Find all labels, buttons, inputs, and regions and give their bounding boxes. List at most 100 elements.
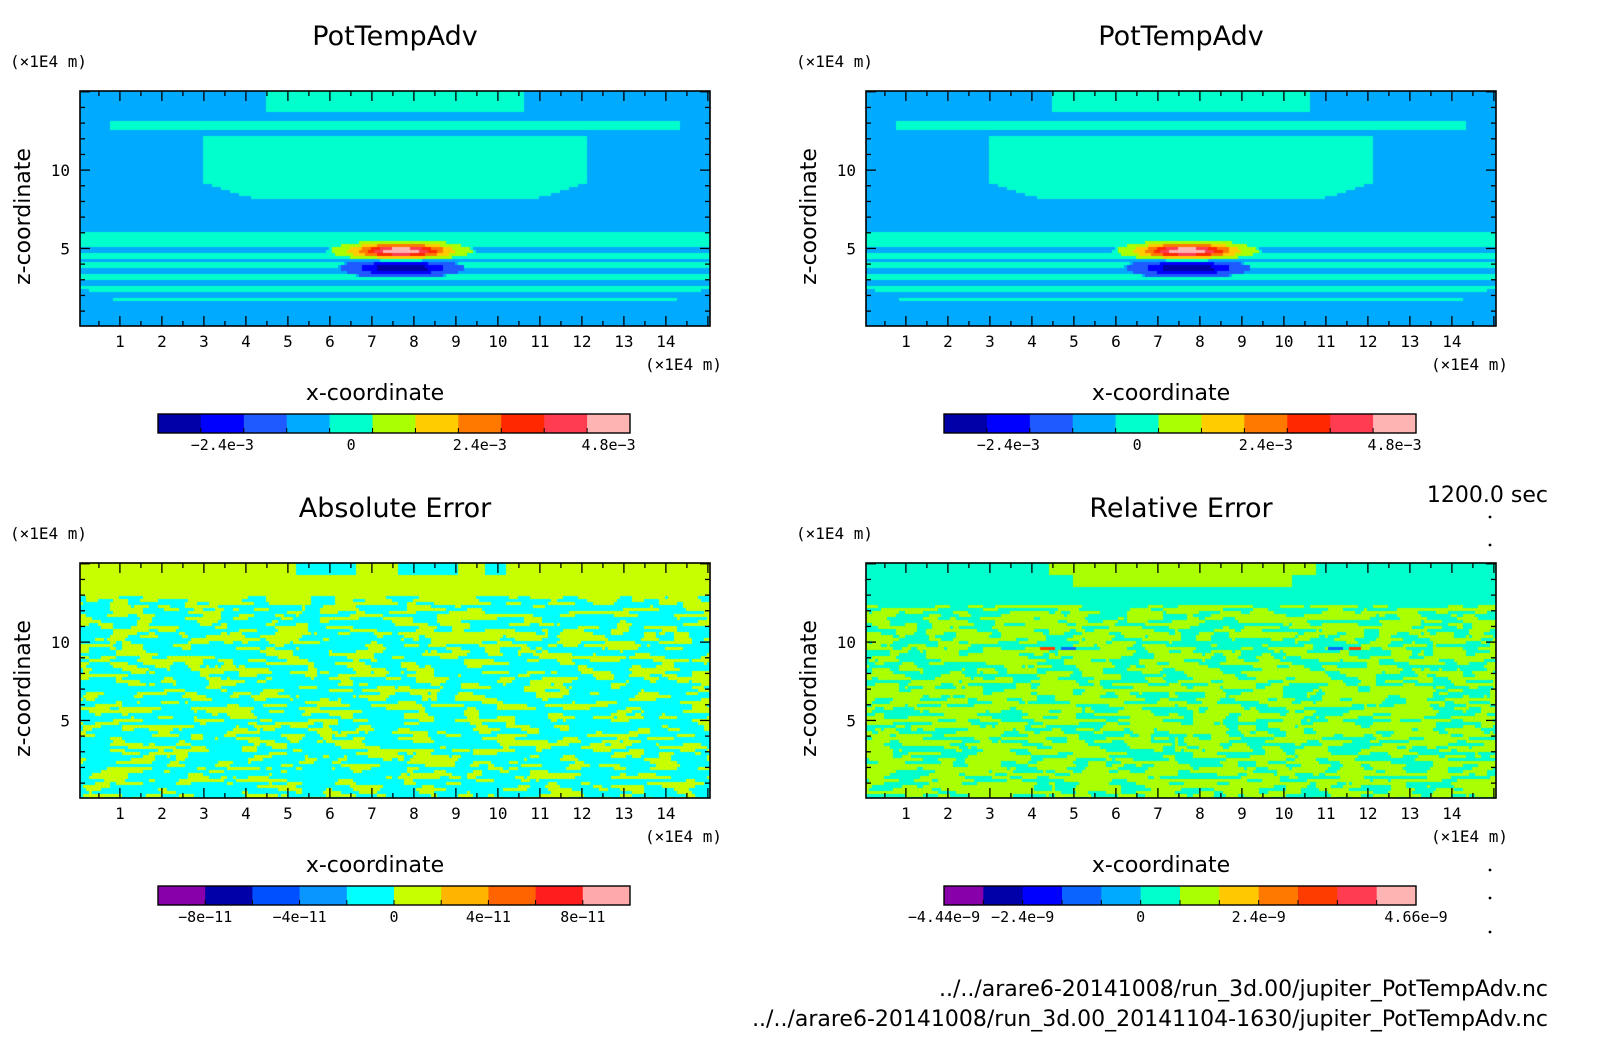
x-tick-label: 10 — [1274, 332, 1293, 351]
x-tick-label: 5 — [1069, 804, 1079, 823]
heatmap-field — [80, 91, 710, 326]
plot-frame — [79, 562, 711, 799]
x-tick-label: 11 — [530, 332, 549, 351]
colorbar-swatch — [286, 414, 331, 433]
colorbar-swatch — [1330, 414, 1374, 433]
colorbar-swatch — [488, 886, 537, 905]
colorbar-swatch — [544, 414, 588, 433]
colorbar: −4.44e−9 −2.4e−9 0 2.4e−9 4.66e−9 — [908, 885, 1448, 926]
x-tick-label: 12 — [1358, 804, 1377, 823]
colorbar-swatch — [441, 886, 489, 905]
y-axis-label: z-coordinate — [797, 620, 822, 757]
x-tick-label: 4 — [1027, 804, 1037, 823]
x-tick-label: 8 — [409, 332, 419, 351]
colorbar-swatch — [1244, 414, 1288, 433]
x-unit-label: (×1E4 m) — [1431, 355, 1508, 374]
x-axis-label: x-coordinate — [306, 381, 444, 406]
x-unit-label: (×1E4 m) — [645, 827, 722, 846]
y-tick-label: 10 — [51, 633, 70, 652]
chart-title: PotTempAdv — [1098, 21, 1264, 52]
colorbar-label: 2.4e−3 — [1239, 436, 1293, 454]
colorbar-swatch — [1298, 886, 1338, 905]
colorbar-swatch — [346, 886, 395, 905]
y-tick-label: 5 — [60, 239, 70, 258]
x-tick-label: 13 — [614, 804, 633, 823]
chart-title: Absolute Error — [299, 493, 492, 524]
x-axis-label: x-coordinate — [306, 853, 444, 878]
colorbar-label: 4.8e−3 — [1367, 436, 1421, 454]
y-tick-label: 5 — [846, 711, 856, 730]
colorbar-swatch — [1101, 886, 1142, 905]
colorbar-swatch — [1022, 886, 1063, 905]
colorbar-swatch — [1072, 414, 1117, 433]
colorbar-swatch — [372, 414, 416, 433]
x-tick-label: 4 — [1027, 332, 1037, 351]
chart-title: PotTempAdv — [312, 21, 478, 52]
x-tick-label: 14 — [1442, 804, 1461, 823]
colorbar-label: −8e−11 — [178, 908, 232, 926]
x-tick-label: 2 — [943, 804, 953, 823]
colorbar-label: 2.4e−3 — [453, 436, 507, 454]
x-tick-label: 9 — [451, 332, 461, 351]
x-tick-label: 13 — [1400, 332, 1419, 351]
x-tick-label: 8 — [1195, 332, 1205, 351]
colorbar-swatch — [1115, 414, 1160, 433]
x-tick-label: 11 — [1316, 332, 1335, 351]
plot-frame — [865, 90, 1497, 327]
colorbar-swatch — [1029, 414, 1074, 433]
x-tick-label: 3 — [985, 804, 995, 823]
x-tick-label: 7 — [367, 804, 377, 823]
x-tick-label: 14 — [1442, 332, 1461, 351]
colorbar-label: 0 — [1133, 436, 1142, 454]
colorbar: −2.4e−3 0 2.4e−3 4.8e−3 — [943, 413, 1422, 454]
colorbar-swatch — [1376, 886, 1417, 905]
plot-frame — [865, 562, 1497, 799]
colorbar: −8e−11 −4e−11 0 4e−11 8e−11 — [157, 885, 631, 926]
colorbar-swatch — [944, 414, 988, 433]
x-tick-label: 7 — [367, 332, 377, 351]
file-path-2: ../../arare6-20141008/run_3d.00_20141104… — [752, 1007, 1548, 1032]
colorbar-swatch — [458, 414, 502, 433]
heatmap-field — [866, 91, 1496, 326]
y-unit-label: (×1E4 m) — [10, 524, 87, 543]
colorbar-label: 4e−11 — [466, 908, 511, 926]
colorbar-swatch — [582, 886, 631, 905]
colorbar-swatch — [1258, 886, 1299, 905]
x-tick-label: 2 — [157, 332, 167, 351]
x-tick-label: 3 — [199, 332, 209, 351]
colorbar-label: −2.4e−3 — [191, 436, 254, 454]
colorbar-label: −2.4e−3 — [977, 436, 1040, 454]
x-tick-label: 14 — [656, 804, 675, 823]
x-tick-label: 6 — [325, 804, 335, 823]
colorbar-swatch — [243, 414, 288, 433]
colorbar-label: 0 — [347, 436, 356, 454]
colorbar-swatch — [1180, 886, 1220, 905]
colorbar-label: 4.8e−3 — [581, 436, 635, 454]
plot-frame — [79, 90, 711, 327]
x-tick-label: 10 — [1274, 804, 1293, 823]
x-tick-label: 8 — [1195, 804, 1205, 823]
x-tick-label: 2 — [157, 804, 167, 823]
colorbar-swatch — [1140, 886, 1181, 905]
edge-dot — [1488, 543, 1492, 547]
x-tick-label: 4 — [241, 804, 251, 823]
colorbar-swatch — [158, 886, 206, 905]
colorbar-swatch — [200, 414, 245, 433]
x-tick-label: 13 — [614, 332, 633, 351]
colorbar-label: 2.4e−9 — [1232, 908, 1286, 926]
colorbar-label: −4e−11 — [273, 908, 327, 926]
colorbar-frame — [157, 413, 631, 434]
x-unit-label: (×1E4 m) — [645, 355, 722, 374]
colorbar-swatch — [1201, 414, 1245, 433]
colorbar-swatch — [415, 414, 459, 433]
colorbar-swatch — [1287, 414, 1331, 433]
colorbar: −2.4e−3 0 2.4e−3 4.8e−3 — [157, 413, 636, 454]
y-unit-label: (×1E4 m) — [10, 52, 87, 71]
x-tick-label: 2 — [943, 332, 953, 351]
colorbar-swatch — [501, 414, 545, 433]
x-tick-label: 5 — [283, 804, 293, 823]
edge-dot — [1488, 868, 1492, 872]
x-tick-label: 12 — [1358, 332, 1377, 351]
colorbar-label: −2.4e−9 — [991, 908, 1054, 926]
